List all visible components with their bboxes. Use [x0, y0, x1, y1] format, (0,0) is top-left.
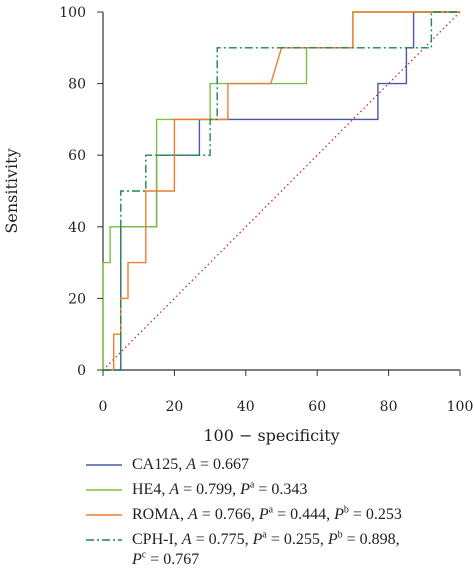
diagonal-line — [102, 11, 461, 371]
legend-item-he4: HE4, A = 0.799, Pa = 0.343 — [86, 480, 474, 505]
y-tick-label: 80 — [68, 77, 86, 93]
legend-label: CPH-I, A = 0.775, Pa = 0.255, Pb = 0.898… — [132, 529, 400, 568]
y-tick-label: 40 — [68, 220, 86, 236]
x-tick-label: 40 — [237, 399, 255, 415]
x-tick-label: 20 — [165, 399, 183, 415]
legend-item-ca125: CA125, A = 0.667 — [86, 455, 474, 480]
legend-swatch — [86, 514, 122, 516]
roc-chart: 0 20 40 60 80 100 0 20 40 60 80 100 100 − specific… — [2, 5, 474, 445]
chart-legend: CA125, A = 0.667 HE4, A = 0.799, Pa = 0.3… — [86, 455, 474, 575]
legend-label: HE4, A = 0.799, Pa = 0.343 — [132, 479, 308, 498]
x-tick-label: 0 — [99, 399, 108, 415]
legend-swatch — [86, 489, 122, 491]
legend-swatch — [86, 539, 122, 541]
legend-label: ROMA, A = 0.766, Pa = 0.444, Pb = 0.253 — [132, 504, 402, 523]
reference-diagonal — [102, 11, 461, 371]
y-axis-title: Sensitivity — [2, 148, 21, 233]
y-axis-ticks: 0 20 40 60 80 100 — [59, 5, 103, 379]
legend-swatch — [86, 464, 122, 466]
y-tick-label: 20 — [68, 291, 86, 307]
y-tick-label: 0 — [77, 363, 86, 379]
roc-curves — [102, 11, 460, 371]
x-tick-label: 80 — [380, 399, 398, 415]
x-axis-title: 100 − specificity — [203, 426, 339, 445]
legend-item-roma: ROMA, A = 0.766, Pa = 0.444, Pb = 0.253 — [86, 505, 474, 530]
x-tick-label: 60 — [308, 399, 326, 415]
series-line-cph-i — [103, 11, 460, 371]
x-axis-ticks: 0 20 40 60 80 100 — [99, 370, 474, 415]
legend-item-cph-i: CPH-I, A = 0.775, Pa = 0.255, Pb = 0.898… — [86, 530, 474, 575]
legend-label: CA125, A = 0.667 — [132, 456, 250, 473]
y-tick-label: 60 — [68, 148, 86, 164]
x-tick-label: 100 — [447, 399, 474, 415]
y-tick-label: 100 — [59, 5, 86, 21]
